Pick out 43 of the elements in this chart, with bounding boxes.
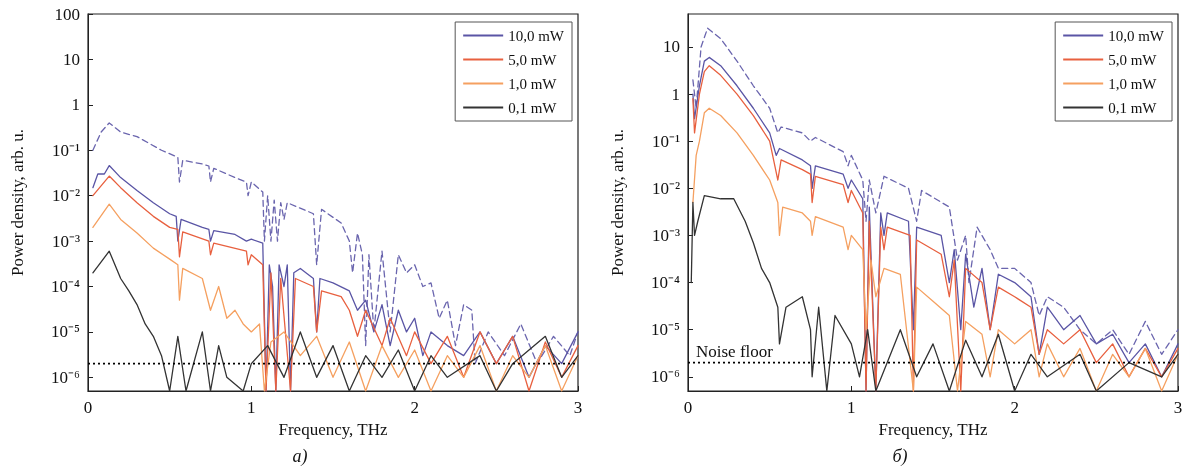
x-tick-label: 3 <box>573 398 583 417</box>
y-tick-label: 10⁻⁵ <box>651 320 681 340</box>
x-tick-label: 0 <box>83 398 93 417</box>
x-axis-title: Frequency, THz <box>878 419 988 439</box>
y-tick-label: 10⁻¹ <box>51 140 80 160</box>
x-axis-title: Frequency, THz <box>278 419 388 439</box>
text: б) <box>892 446 908 467</box>
y-tick-label: 10⁻⁶ <box>651 367 681 387</box>
y-axis-title: Power density, arb. u. <box>8 128 27 277</box>
y-tick-label: 10⁻³ <box>51 231 80 251</box>
y-tick-label: 1 <box>671 84 680 104</box>
legend-label: 1,0 mW <box>508 75 558 92</box>
line-series <box>92 250 579 392</box>
y-tick-label: 10⁻³ <box>651 225 680 245</box>
y-tick-label: 10⁻² <box>51 186 80 206</box>
legend-label: 5,0 mW <box>508 51 558 68</box>
y-axis-title: Power density, arb. u. <box>608 128 627 277</box>
y-tick-label: 10 <box>63 49 80 69</box>
legend-label: 0,1 mW <box>508 99 558 116</box>
y-tick-label: 10⁻⁵ <box>51 322 81 342</box>
y-tick-label: 10⁻⁶ <box>51 367 81 387</box>
y-tick-label: 10⁻² <box>651 178 680 198</box>
y-tick-label: 100 <box>54 4 80 24</box>
legend-label: 0,1 mW <box>1108 99 1158 116</box>
x-tick-label: 1 <box>847 398 856 417</box>
legend-label: 1,0 mW <box>1108 75 1158 92</box>
legend-label: 10,0 mW <box>508 27 565 44</box>
text: a) <box>292 446 308 467</box>
y-tick-label: 10⁻⁴ <box>51 277 81 296</box>
x-tick-label: 2 <box>410 398 419 417</box>
x-tick-label: 2 <box>1010 398 1019 417</box>
x-tick-label: 3 <box>1173 398 1183 417</box>
ref-line-label: Noise floor <box>696 341 774 361</box>
line-series <box>92 122 579 365</box>
legend-label: 10,0 mW <box>1108 27 1165 44</box>
y-tick-label: 10 <box>663 37 680 57</box>
y-tick-label: 1 <box>71 95 80 115</box>
y-tick-label: 10⁻⁴ <box>651 273 681 293</box>
legend-label: 5,0 mW <box>1108 51 1158 68</box>
y-tick-label: 10⁻¹ <box>651 131 680 151</box>
x-tick-label: 0 <box>683 398 693 417</box>
line-series <box>692 27 1179 355</box>
x-tick-label: 1 <box>247 398 256 417</box>
